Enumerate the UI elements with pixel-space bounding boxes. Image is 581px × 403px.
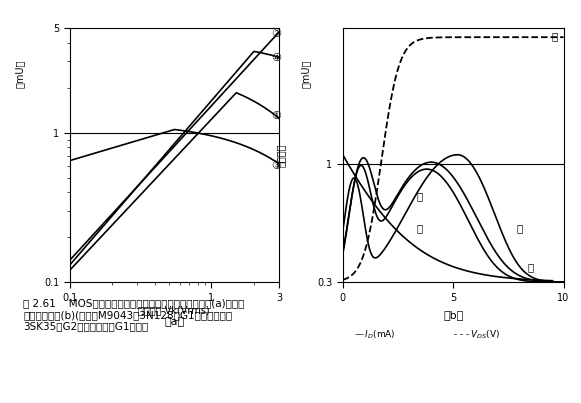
X-axis label: 本振电压 Vk(Vrms): 本振电压 Vk(Vrms) <box>138 305 210 315</box>
Text: 变频电导: 变频电导 <box>276 143 286 167</box>
Text: （a）: （a） <box>164 317 184 327</box>
Text: Ⓓ: Ⓓ <box>528 262 533 272</box>
Text: 图 2.61    MOS场效应晶体管的变频电导与本振电压的关系(a)以及与
偏置点的关系(b)(单栅型M9043、3N128为G1注入，级联型
3SK35为G: 图 2.61 MOS场效应晶体管的变频电导与本振电压的关系(a)以及与 偏置点的… <box>23 298 245 331</box>
Text: Ⓐ: Ⓐ <box>417 191 423 201</box>
Text: Ⓑ: Ⓑ <box>417 223 423 233</box>
Text: ①: ① <box>271 111 281 120</box>
Text: Ⓒ: Ⓒ <box>517 223 522 233</box>
Text: Ⓔ: Ⓔ <box>551 31 558 42</box>
Text: - - - $V_{DS}$(V): - - - $V_{DS}$(V) <box>453 329 500 341</box>
Text: ④: ④ <box>271 53 281 63</box>
Text: ②: ② <box>271 29 281 39</box>
Text: （mU）: （mU） <box>300 60 310 88</box>
Text: — $I_D$(mA): — $I_D$(mA) <box>354 329 396 341</box>
Text: ③: ③ <box>271 161 281 171</box>
Text: （b）: （b） <box>443 310 463 320</box>
Text: （mU）: （mU） <box>15 60 24 88</box>
